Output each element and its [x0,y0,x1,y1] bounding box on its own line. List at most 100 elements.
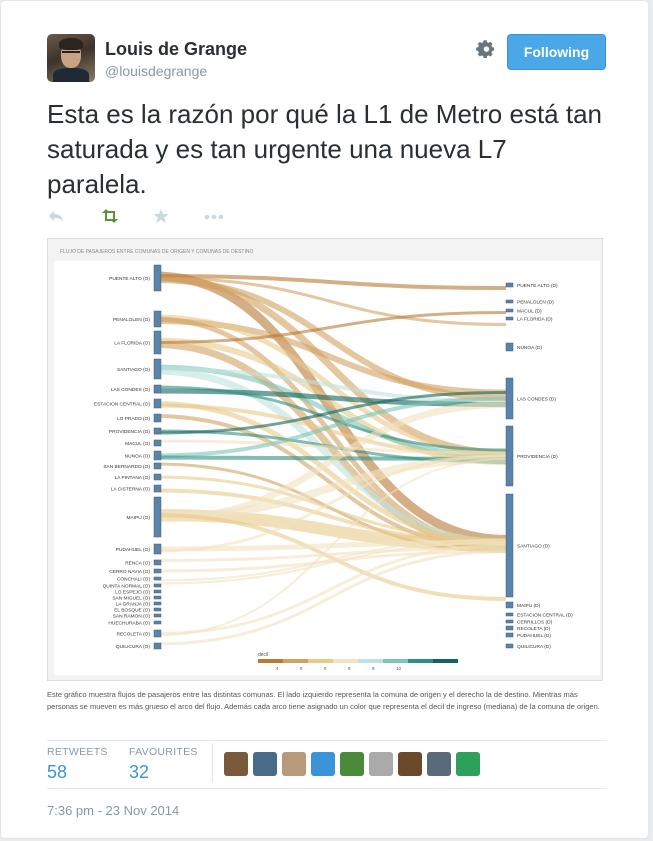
origin-node-label: LAS CONDES (O) [111,387,151,393]
user-name[interactable]: Louis de Grange [105,39,248,59]
origin-node-label: LA GRANJA (O) [116,602,151,608]
sankey-chart: FLUJO DE PASAJEROS ENTRE COMUNAS DE ORIG… [48,239,602,680]
origin-node-bar [153,358,162,380]
flow-arc [153,388,507,407]
flow-arc [153,337,507,465]
flow-arc [153,541,507,585]
flow-arc [153,550,507,573]
following-button[interactable]: Following [507,34,606,70]
origin-node-label: QUILICURA (O) [116,644,151,650]
favourites-label: FAVOURITES [129,746,198,758]
origin-node-bar [153,384,162,394]
origin-node-label: EL BOSQUE (O) [114,608,150,614]
destination-nodes: PUENTE ALTO (D) PENALOLEN (D) MACUL (D) LA … [505,282,573,650]
destination-node-label: MAIPU (D) [517,603,541,609]
origin-node-label: HUECHURABA (O) [108,621,150,627]
origin-node-bar [153,398,162,409]
user-handle[interactable]: @louisdegrange [105,63,208,79]
destination-node-bar [505,601,514,609]
origin-node-bar [153,450,162,461]
flow-arc [153,385,507,452]
favoriter-avatar-3[interactable] [282,752,306,776]
destination-node-bar [505,643,514,649]
legend-tick: 9 [372,666,375,671]
origin-node-bar [153,559,162,566]
origin-node-bar [153,543,162,555]
gear-icon[interactable] [475,39,497,61]
destination-node-label: QUILICURA (D) [517,644,551,650]
origin-node-bar [153,310,162,328]
destination-node-label: CERRILLOS (D) [517,620,553,626]
favoriter-avatar-6[interactable] [369,752,393,776]
flow-arc [153,540,507,552]
flow-chart-image[interactable]: FLUJO DE PASAJEROS ENTRE COMUNAS DE ORIG… [47,238,603,681]
origin-node-label: SAN MIGUEL (O) [112,596,150,602]
origin-node-bar [153,427,162,435]
favoriter-avatar-2[interactable] [253,752,277,776]
origin-node-bar [153,473,162,481]
legend-tick: 5 [300,666,303,671]
flow-arc [153,276,507,326]
destination-node-bar [505,619,514,624]
favorite-icon[interactable] [153,208,169,224]
origin-node-bar [153,330,162,355]
favourites-stat[interactable]: FAVOURITES 32 [129,746,198,783]
origin-node-bar [153,589,162,594]
flow-arc [153,458,507,637]
flow-arc [153,439,507,455]
flow-arc [153,401,507,523]
more-icon[interactable] [204,208,224,224]
retweets-stat[interactable]: RETWEETS 58 [47,746,108,783]
legend-tick: 4 [276,666,279,671]
favoriter-avatar-9[interactable] [456,752,480,776]
reply-icon[interactable] [47,208,65,224]
destination-node-label: LAS CONDES (D) [517,397,556,403]
flow-arc [153,513,507,601]
destination-node-label: LA FLORIDA (D) [517,317,553,323]
favoriter-avatar-4[interactable] [311,752,335,776]
origin-node-label: QUINTA NORMAL (O) [103,584,151,590]
favoriter-avatar-7[interactable] [398,752,422,776]
destination-node-bar [505,625,514,631]
origin-node-bar [153,595,162,600]
flow-arc [153,311,507,344]
chart-header: FLUJO DE PASAJEROS ENTRE COMUNAS DE ORIG… [60,249,253,255]
flow-arc [153,475,507,541]
origin-node-label: SAN RAMON (O) [113,614,151,620]
destination-node-bar [505,377,514,420]
legend-swatch [433,659,458,663]
origin-node-label: ESTACION CENTRAL (O) [94,402,150,408]
origin-node-label: PUDAHUEL (O) [116,547,151,553]
legend-tick: 8 [348,666,351,671]
destination-node-bar [505,493,514,598]
legend-tick: 5 [324,666,327,671]
destination-node-label: SANTIAGO (D) [517,544,550,550]
origin-node-label: LO PRADO (O) [117,416,150,422]
flow-arc [153,396,507,458]
destination-node-bar [505,425,514,487]
tweet-timestamp[interactable]: 7:36 pm - 23 Nov 2014 [47,803,180,818]
favoriter-avatar-8[interactable] [427,752,451,776]
origin-nodes: PUENTE ALTO (O) PENALOLEN (O) LA FLORIDA (… [94,264,162,650]
flow-arcs [153,271,507,646]
user-avatar[interactable] [47,34,95,82]
origin-node-label: PENALOLEN (O) [113,317,150,323]
stats-top-divider [47,740,607,741]
favoriter-avatar-5[interactable] [340,752,364,776]
origin-node-label: CONCHALI (O) [117,577,150,583]
origin-node-bar [153,642,162,650]
favoriter-avatar-1[interactable] [224,752,248,776]
favourites-count[interactable]: 32 [129,762,150,782]
destination-node-label: PUDAHUEL (D) [517,633,551,639]
origin-node-bar [153,613,162,618]
retweets-count[interactable]: 58 [47,762,68,782]
retweet-icon[interactable] [99,208,121,224]
legend-swatch [283,659,308,663]
origin-node-bar [153,439,162,447]
origin-node-bar [153,496,162,538]
tweet-text: Esta es la razón por qué la L1 de Metro … [47,99,603,199]
chart-caption: Este gráfico muestra flujos de pasajeros… [47,690,600,711]
legend-swatch [383,659,408,663]
destination-node-bar [505,308,514,313]
stats-bottom-divider [47,788,607,789]
